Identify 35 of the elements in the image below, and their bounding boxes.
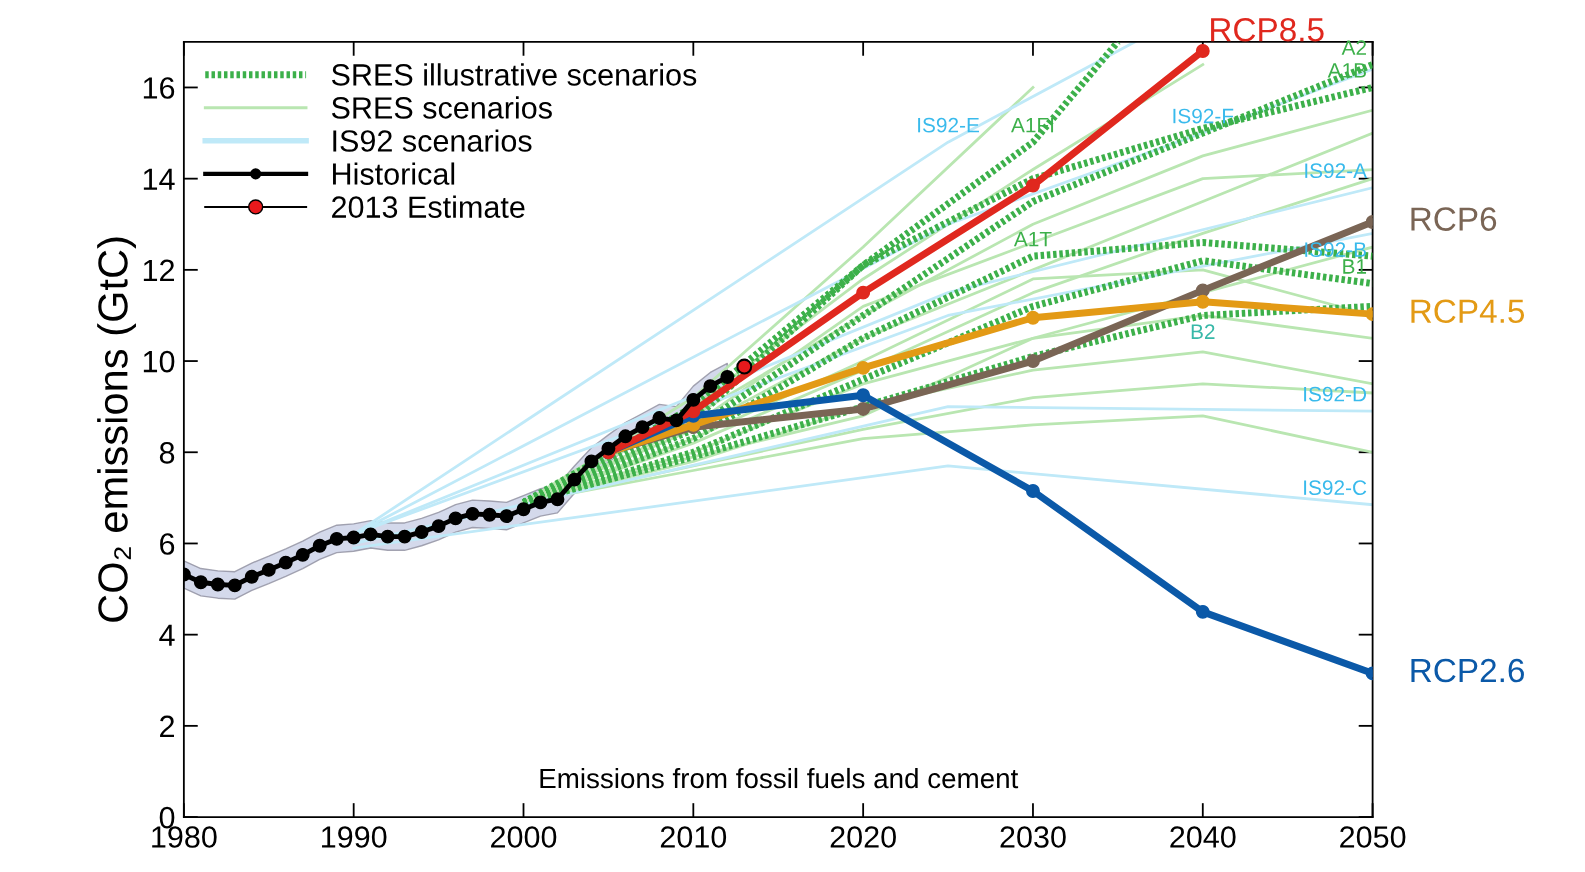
annotation: RCP2.6: [1411, 658, 1524, 683]
x-tick-label: 2020: [830, 826, 896, 848]
y-tick-label: 2: [160, 715, 174, 737]
annotation: B2: [1191, 324, 1215, 339]
legend-label: SRES scenarios: [331, 96, 552, 119]
x-tick-label: 2000: [491, 826, 557, 848]
annotation: IS92-E: [918, 117, 980, 133]
annotation: B1: [1343, 259, 1367, 274]
y-tick-label: 6: [160, 533, 175, 555]
annotation: Emissions from fossil fuels and cement: [540, 767, 1019, 789]
annotation: IS92-D: [1304, 386, 1367, 402]
y-axis-title: CO₂ emissions (GtC): [97, 237, 136, 622]
annotation: RCP6: [1411, 207, 1497, 231]
annotation: A2: [1341, 40, 1367, 55]
x-tick-label: 1990: [322, 826, 387, 848]
legend-label: SRES illustrative scenarios: [331, 63, 697, 86]
x-tick-label: 2030: [1000, 826, 1066, 848]
legend-label: IS92 scenarios: [333, 129, 532, 152]
x-tick-label: 2050: [1340, 826, 1406, 848]
annotation: A1T: [1013, 231, 1052, 247]
annotation: RCP4.5: [1411, 299, 1525, 324]
y-tick-label: 10: [143, 350, 175, 373]
y-tick-label: 8: [159, 442, 175, 464]
annotation: IS92-F: [1173, 108, 1234, 124]
annotation: IS92-C: [1304, 480, 1367, 496]
y-tick-label: 12: [143, 259, 174, 281]
x-tick-label: 2010: [660, 826, 727, 848]
x-tick-label: 2040: [1170, 826, 1236, 848]
legend-label: Historical: [333, 162, 455, 185]
annotation: IS92-A: [1305, 163, 1368, 179]
annotation: RCP8.5: [1211, 18, 1324, 42]
y-tick-label: 4: [159, 624, 175, 646]
legend-label: 2013 Estimate: [332, 195, 525, 218]
y-tick-label: 14: [143, 168, 175, 190]
y-tick-label: 16: [143, 77, 175, 99]
